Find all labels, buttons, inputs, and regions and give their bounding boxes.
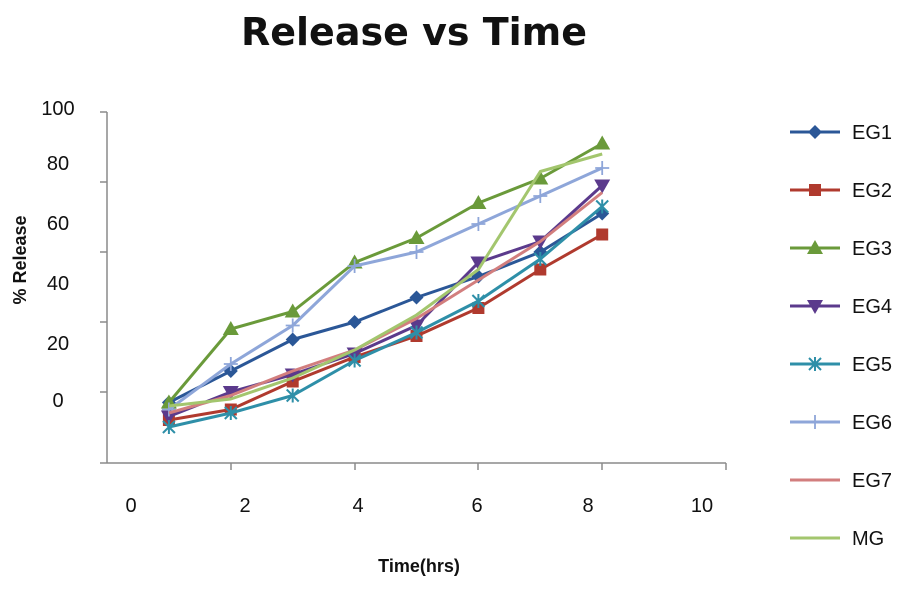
data-point-eg5 xyxy=(471,294,486,308)
y-tick-label: 20 xyxy=(47,333,69,355)
legend-marker xyxy=(807,240,823,254)
y-tick-labels: 0 20 40 60 80 100 xyxy=(41,98,74,412)
data-point-eg6 xyxy=(595,161,610,175)
data-point-eg2 xyxy=(534,263,547,276)
legend-label: EG2 xyxy=(852,180,892,202)
legend-label: EG7 xyxy=(852,470,892,492)
y-tick-label: 60 xyxy=(47,213,69,235)
y-axis-label: % Release xyxy=(10,215,30,304)
legend-marker xyxy=(808,357,822,371)
series-layer xyxy=(160,135,611,434)
data-point-eg3 xyxy=(470,195,487,209)
x-tick-label: 8 xyxy=(582,495,593,517)
series-line-eg5 xyxy=(168,205,604,429)
series-mg xyxy=(168,152,603,408)
legend-marker xyxy=(809,184,821,196)
x-tick-label: 6 xyxy=(471,495,482,517)
legend-label: MG xyxy=(852,528,884,550)
series-eg6 xyxy=(161,161,610,417)
legend-label: EG3 xyxy=(852,238,892,260)
series-eg4 xyxy=(160,179,611,425)
legend-item-eg4: EG4 xyxy=(790,296,892,318)
legend-label: EG6 xyxy=(852,412,892,434)
series-line-mg xyxy=(168,152,603,408)
x-tick-label: 0 xyxy=(125,495,136,517)
y-tick-label: 0 xyxy=(52,390,63,412)
data-point-eg4 xyxy=(594,179,611,194)
legend-item-eg3: EG3 xyxy=(790,238,892,260)
data-point-eg6 xyxy=(533,189,548,203)
data-point-eg5 xyxy=(409,325,424,340)
axes xyxy=(100,111,727,470)
legend-item-eg2: EG2 xyxy=(790,180,892,202)
data-point-eg3 xyxy=(284,303,301,318)
data-point-eg5 xyxy=(224,406,238,420)
legend-item-eg5: EG5 xyxy=(790,354,892,376)
legend-label: EG1 xyxy=(852,122,892,144)
data-point-eg1 xyxy=(409,290,424,305)
data-point-eg5 xyxy=(162,420,176,434)
series-line-eg6 xyxy=(168,166,603,411)
data-point-eg5 xyxy=(533,252,548,266)
data-point-eg6 xyxy=(347,259,362,273)
chart-title: Release vs Time xyxy=(241,10,587,54)
legend-marker xyxy=(807,300,823,314)
data-point-eg3 xyxy=(594,135,611,150)
series-line-eg3 xyxy=(167,142,603,404)
data-point-eg3 xyxy=(408,230,425,244)
legend-item-eg6: EG6 xyxy=(790,412,892,434)
x-tick-label: 4 xyxy=(352,495,363,517)
legend-item-eg7: EG7 xyxy=(790,470,892,492)
y-tick-label: 80 xyxy=(47,153,69,175)
data-point-eg5 xyxy=(285,388,300,403)
series-eg7 xyxy=(168,191,604,415)
y-tick-label: 40 xyxy=(47,273,69,295)
legend-marker xyxy=(808,415,822,429)
legend-item-eg1: EG1 xyxy=(790,122,892,144)
data-point-eg1 xyxy=(285,332,300,347)
data-point-eg6 xyxy=(471,217,486,231)
legend-item-mg: MG xyxy=(790,528,884,550)
data-point-eg3 xyxy=(532,170,549,185)
data-point-eg4 xyxy=(222,386,239,400)
series-line-eg4 xyxy=(168,184,604,418)
legend-marker xyxy=(808,125,822,139)
legend: EG1 EG2 EG3 EG4 EG5 EG6 EG7 MG xyxy=(790,122,892,550)
data-point-eg6 xyxy=(409,245,424,259)
data-point-eg5 xyxy=(347,353,362,368)
x-tick-label: 2 xyxy=(239,495,250,517)
data-point-eg5 xyxy=(595,199,609,214)
data-point-eg6 xyxy=(285,318,300,333)
data-point-eg2 xyxy=(596,228,609,241)
legend-label: EG4 xyxy=(852,296,892,318)
x-tick-label: 10 xyxy=(691,495,713,517)
x-axis-label: Time(hrs) xyxy=(378,556,460,576)
legend-label: EG5 xyxy=(852,354,892,376)
x-tick-labels: 0 2 4 6 8 10 xyxy=(125,495,713,517)
series-eg5 xyxy=(162,199,609,434)
data-point-eg3 xyxy=(222,321,239,335)
series-line-eg1 xyxy=(168,212,603,404)
y-tick-label: 100 xyxy=(41,98,74,120)
series-line-eg7 xyxy=(168,191,604,415)
data-point-eg1 xyxy=(347,315,362,329)
data-point-eg4 xyxy=(470,256,487,271)
data-point-eg4 xyxy=(160,410,177,425)
data-point-eg6 xyxy=(223,357,238,371)
